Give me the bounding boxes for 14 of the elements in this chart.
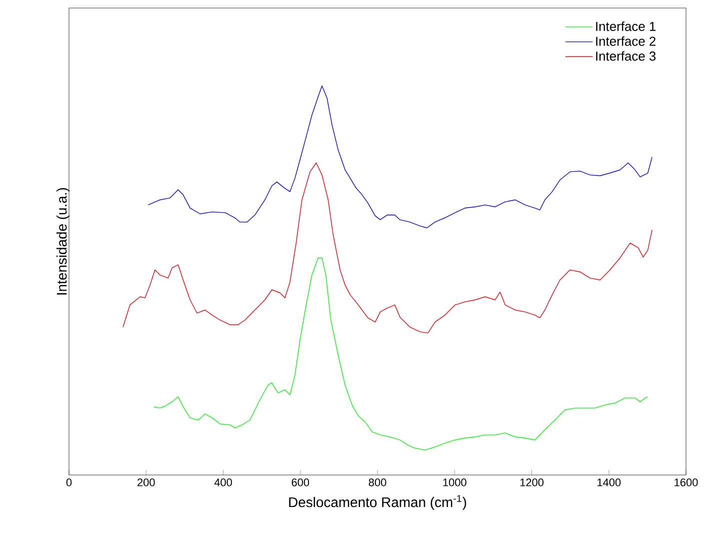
x-axis-title: Deslocamento Raman (cm$^{-1}$) [289, 495, 466, 510]
x-tick-label: 600 [292, 478, 310, 486]
x-tick-label: 0 [66, 478, 72, 486]
x-tick-label: 200 [138, 478, 155, 486]
x-tick-label: 1400 [598, 478, 621, 486]
legend-label: Interface 3 [596, 51, 656, 61]
legend-label: Interface 1 [596, 22, 656, 32]
x-tick-label: 400 [214, 478, 232, 486]
x-tick-label: 1600 [674, 478, 698, 486]
x-tick-label: 800 [368, 478, 386, 486]
x-tick-label: 1200 [520, 478, 544, 486]
x-tick-label: 1000 [443, 478, 466, 486]
y-axis-title: Intensidade (u.a.) [56, 188, 70, 294]
legend-label: Interface 2 [596, 36, 656, 46]
